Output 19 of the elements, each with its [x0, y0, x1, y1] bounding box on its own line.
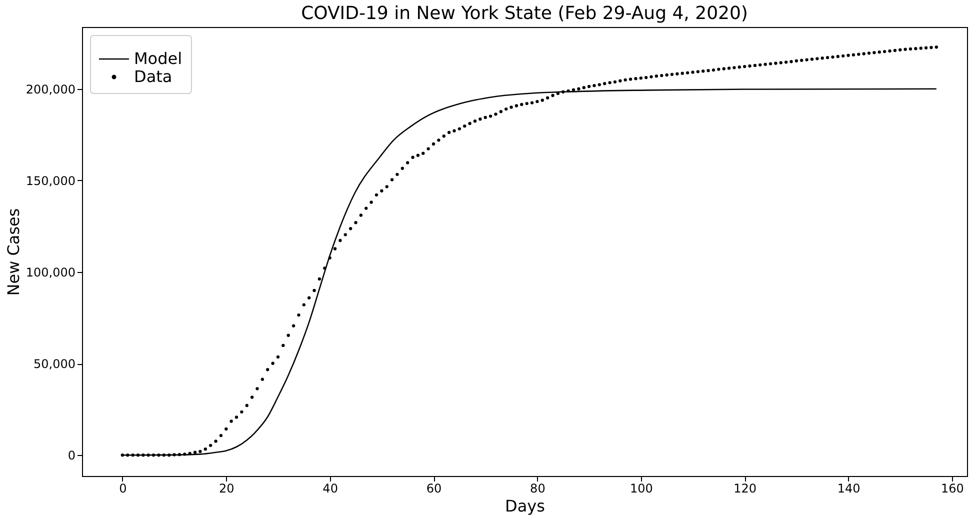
legend-label: Data	[134, 67, 172, 86]
x-tick-label: 120	[734, 482, 757, 496]
x-tick-label: 80	[530, 482, 546, 496]
y-tick-label: 50,000	[34, 357, 76, 372]
y-tick-label: 200,000	[26, 82, 76, 96]
x-tick-label: 140	[837, 482, 860, 496]
x-tick-label: 0	[119, 482, 127, 496]
chart-title: COVID-19 in New York State (Feb 29-Aug 4, 2020)	[301, 3, 748, 24]
x-tick-label: 100	[630, 482, 653, 496]
y-tick-label: 100,000	[26, 266, 76, 280]
y-tick-label: 150,000	[26, 174, 76, 188]
y-tick-label: 0	[68, 448, 76, 463]
x-tick-label: 60	[426, 482, 442, 496]
y-axis-title: New Cases	[4, 208, 23, 296]
legend-label: Model	[134, 49, 182, 68]
x-tick-label: 20	[218, 482, 234, 496]
x-axis-title: Days	[505, 496, 545, 516]
x-tick-label: 160	[941, 482, 964, 496]
x-tick-label: 40	[322, 482, 338, 496]
